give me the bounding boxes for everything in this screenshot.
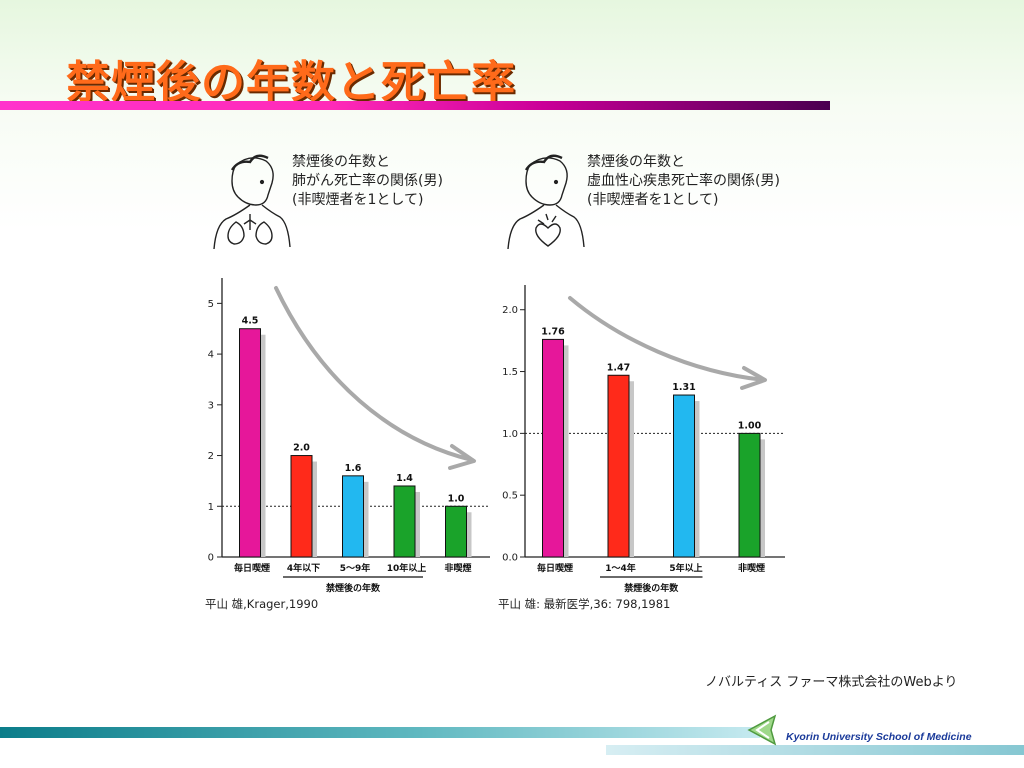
- lung-category-label: 10年以上: [387, 562, 427, 574]
- kyorin-logo-icon: [747, 714, 777, 746]
- heart-bar: [542, 338, 564, 558]
- heart-y-tick-label: 1.0: [502, 429, 518, 440]
- lung-person-illustration: [213, 154, 291, 250]
- school-name: Kyorin University School of Medicine: [786, 731, 972, 743]
- heart-chart-source: 平山 雄: 最新医学,36: 798,1981: [498, 597, 670, 611]
- lung-bar: [239, 328, 261, 558]
- heart-category-label: 5年以上: [669, 562, 702, 574]
- heart-group-label: 禁煙後の年数: [624, 582, 679, 594]
- lung-value-label: 1.0: [448, 493, 465, 504]
- heart-disease-chart: 禁煙後の年数と 虚血性心疾患死亡率の関係(男) (非喫煙者を1として) 0.00…: [498, 154, 785, 611]
- lung-chart-title-2: 肺がん死亡率の関係(男): [292, 172, 443, 189]
- heart-plot-area: 0.0 0.5 1.0 1.5 2.0 1.76 毎日喫煙 1.47 1〜4年 1.31 5年以上 1…: [502, 285, 785, 594]
- lung-cancer-chart: 禁煙後の年数と 肺がん死亡率の関係(男) (非喫煙者を1として) 0 1 2 3 4 5 4…: [205, 154, 490, 611]
- footer-stripe-upper: [0, 727, 760, 738]
- lung-bar: [342, 475, 364, 558]
- heart-value-label: 1.76: [541, 326, 565, 337]
- lung-trend-arrowhead: [448, 444, 476, 470]
- heart-category-label: 毎日喫煙: [537, 562, 573, 574]
- heart-bar: [738, 432, 761, 558]
- lung-value-label: 1.4: [396, 473, 413, 484]
- heart-value-label: 1.47: [607, 362, 630, 373]
- heart-trend-arrowhead: [740, 366, 767, 390]
- heart-chart-title-1: 禁煙後の年数と: [587, 154, 685, 170]
- lung-chart-title-3: (非喫煙者を1として): [292, 192, 423, 208]
- heart-value-label: 1.31: [672, 382, 695, 393]
- lung-bar: [445, 505, 467, 558]
- heart-chart-title-2: 虚血性心疾患死亡率の関係(男): [587, 172, 780, 189]
- lung-y-tick-label: 1: [208, 502, 214, 513]
- lung-bar: [290, 455, 313, 558]
- heart-person-illustration: [507, 154, 585, 250]
- heart-category-label: 非喫煙: [738, 562, 765, 574]
- title-underline-bar: [0, 101, 830, 110]
- lung-group-label: 禁煙後の年数: [326, 582, 381, 594]
- lung-y-tick-label: 4: [208, 350, 214, 361]
- lung-bar: [393, 485, 416, 558]
- lung-y-tick-label: 5: [208, 299, 214, 310]
- heart-y-tick-label: 0.5: [502, 491, 518, 502]
- lung-value-label: 1.6: [345, 463, 362, 474]
- heart-category-label: 1〜4年: [605, 562, 636, 574]
- lung-category-label: 4年以下: [287, 562, 320, 574]
- heart-chart-title-3: (非喫煙者を1として): [587, 192, 718, 208]
- lung-category-label: 毎日喫煙: [234, 562, 270, 574]
- heart-bar: [673, 394, 695, 558]
- lung-y-tick-label: 3: [208, 400, 214, 411]
- heart-value-label: 1.00: [738, 420, 762, 431]
- lung-chart-title-1: 禁煙後の年数と: [292, 154, 390, 170]
- heart-trend-arrow: [568, 296, 766, 382]
- footer-stripe-lower: [606, 745, 1024, 755]
- lung-trend-arrow: [274, 286, 474, 462]
- lung-category-label: 非喫煙: [444, 562, 471, 574]
- heart-y-tick-label: 2.0: [502, 305, 518, 316]
- lung-value-label: 2.0: [293, 443, 310, 454]
- lung-value-label: 4.5: [242, 316, 259, 327]
- heart-y-tick-label: 0.0: [502, 553, 518, 564]
- lung-category-label: 5〜9年: [340, 562, 371, 574]
- lung-y-tick-label: 2: [208, 451, 214, 462]
- lung-y-tick-label: 0: [208, 553, 214, 564]
- source-credit: ノバルティス ファーマ株式会社のWebより: [705, 675, 958, 690]
- lung-plot-area: 0 1 2 3 4 5 4.5 毎日喫煙 2.0 4年以下 1.6 5〜9年 1.4 10年以上 1.0 非喫…: [208, 278, 490, 594]
- heart-bar: [607, 374, 630, 558]
- lung-chart-source: 平山 雄,Krager,1990: [205, 597, 318, 611]
- slide-title: 禁煙後の年数と死亡率: [66, 57, 516, 108]
- heart-y-tick-label: 1.5: [502, 367, 518, 378]
